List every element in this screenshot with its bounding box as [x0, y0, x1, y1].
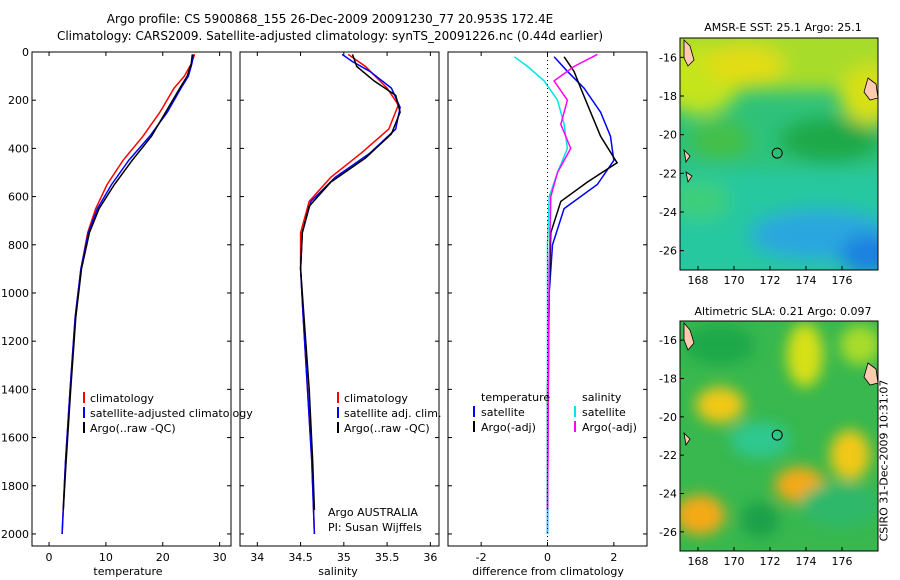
- x-tick-label: 35: [337, 551, 351, 564]
- legend-sal-clim: climatology: [344, 392, 408, 405]
- legend-diff-sal-header: salinity: [582, 391, 622, 404]
- series-line-argo-raw-qc-: [299, 54, 401, 510]
- map-x-tick-label: 170: [724, 274, 745, 287]
- series-line-salinity-argo-adj-: [546, 53, 598, 510]
- map-y-tick-label: -16: [659, 334, 677, 347]
- x-tick-label: 36: [423, 551, 437, 564]
- salinity-legend: climatology satellite adj. clim. Argo(..…: [328, 392, 441, 534]
- map-x-tick-label: 172: [760, 555, 781, 568]
- y-tick-label: 800: [8, 239, 29, 252]
- x-tick-label: 2: [610, 551, 617, 564]
- sst-map-field: [680, 38, 878, 270]
- map-x-tick-label: 174: [796, 555, 817, 568]
- y-tick-label: 2000: [1, 528, 29, 541]
- temperature-legend: climatology satellite-adjusted climatolo…: [83, 392, 253, 435]
- difference-xlabel: difference from climatology: [472, 565, 624, 578]
- chart-title-line1: Argo profile: CS 5900868_155 26-Dec-2009…: [106, 12, 554, 26]
- y-tick-label: 600: [8, 191, 29, 204]
- map-x-tick-label: 174: [796, 274, 817, 287]
- map-x-tick-label: 176: [832, 555, 853, 568]
- x-tick-label: 10: [99, 551, 113, 564]
- y-tick-label: 1000: [1, 287, 29, 300]
- temperature-axes: [31, 51, 232, 547]
- salinity-axes: [239, 51, 440, 547]
- map-y-tick-label: -26: [659, 526, 677, 539]
- sla-map-title: Altimetric SLA: 0.21 Argo: 0.097: [694, 305, 871, 318]
- sst-map-frame: [679, 37, 879, 271]
- map-x-tick-label: 170: [724, 555, 745, 568]
- x-tick-label: 34.5: [288, 551, 313, 564]
- x-tick-label: 34: [250, 551, 264, 564]
- legend-temp-argo: Argo(..raw -QC): [90, 422, 176, 435]
- map-y-tick-label: -18: [659, 373, 677, 386]
- legend-diff-sal-sat: satellite: [582, 406, 626, 419]
- y-tick-label: 1600: [1, 432, 29, 445]
- y-tick-label: 1400: [1, 383, 29, 396]
- temperature-xlabel: temperature: [93, 565, 162, 578]
- legend-diff-temp-sat: satellite: [481, 406, 525, 419]
- legend-diff-temp-argo: Argo(-adj): [481, 421, 536, 434]
- legend-sal-sat: satellite adj. clim.: [344, 407, 441, 420]
- legend-diff-temp-header: temperature: [481, 391, 550, 404]
- legend-sal-argo: Argo(..raw -QC): [344, 422, 430, 435]
- map-y-tick-label: -22: [659, 167, 677, 180]
- map-y-tick-label: -20: [659, 129, 677, 142]
- salinity-xlabel: salinity: [318, 565, 358, 578]
- x-tick-label: 20: [156, 551, 170, 564]
- sst-map-title: AMSR-E SST: 25.1 Argo: 25.1: [704, 21, 862, 34]
- chart-title-line2: Climatology: CARS2009. Satellite-adjuste…: [56, 29, 604, 43]
- argo-info-line2: PI: Susan Wijffels: [328, 521, 422, 534]
- legend-diff-sal-argo: Argo(-adj): [582, 421, 637, 434]
- x-tick-label: -2: [476, 551, 487, 564]
- x-tick-label: 30: [213, 551, 227, 564]
- legend-temp-sat: satellite-adjusted climatology: [90, 407, 253, 420]
- map-y-tick-label: -26: [659, 245, 677, 258]
- series-line-argo-raw-qc-: [62, 54, 194, 510]
- map-y-tick-label: -20: [659, 411, 677, 424]
- map-y-tick-label: -24: [659, 206, 677, 219]
- map-x-tick-label: 176: [832, 274, 853, 287]
- series-line-satellite-adj-clim-: [299, 53, 401, 535]
- argo-info-line1: Argo AUSTRALIA: [328, 506, 418, 519]
- map-x-tick-label: 168: [688, 555, 709, 568]
- map-y-tick-label: -22: [659, 449, 677, 462]
- legend-temp-clim: climatology: [90, 392, 154, 405]
- sla-map-frame: [679, 320, 879, 552]
- difference-legend: temperature satellite Argo(-adj) salinit…: [473, 391, 637, 434]
- sst-argo-marker: [771, 147, 783, 159]
- x-tick-label: 0: [46, 551, 53, 564]
- map-y-tick-label: -16: [659, 51, 677, 64]
- y-tick-label: 0: [22, 46, 29, 59]
- map-y-tick-label: -18: [659, 90, 677, 103]
- x-tick-label: 0: [544, 551, 551, 564]
- map-y-tick-label: -24: [659, 488, 677, 501]
- x-tick-label: 35.5: [375, 551, 400, 564]
- y-tick-label: 1800: [1, 480, 29, 493]
- y-tick-label: 1200: [1, 335, 29, 348]
- y-tick-label: 200: [8, 94, 29, 107]
- map-x-tick-label: 168: [688, 274, 709, 287]
- map-x-tick-label: 172: [760, 274, 781, 287]
- sla-map-field: [680, 321, 878, 551]
- side-timestamp: CSIRO 31-Dec-2009 10:31:07: [876, 379, 890, 541]
- sla-argo-marker: [771, 429, 783, 441]
- y-tick-label: 400: [8, 142, 29, 155]
